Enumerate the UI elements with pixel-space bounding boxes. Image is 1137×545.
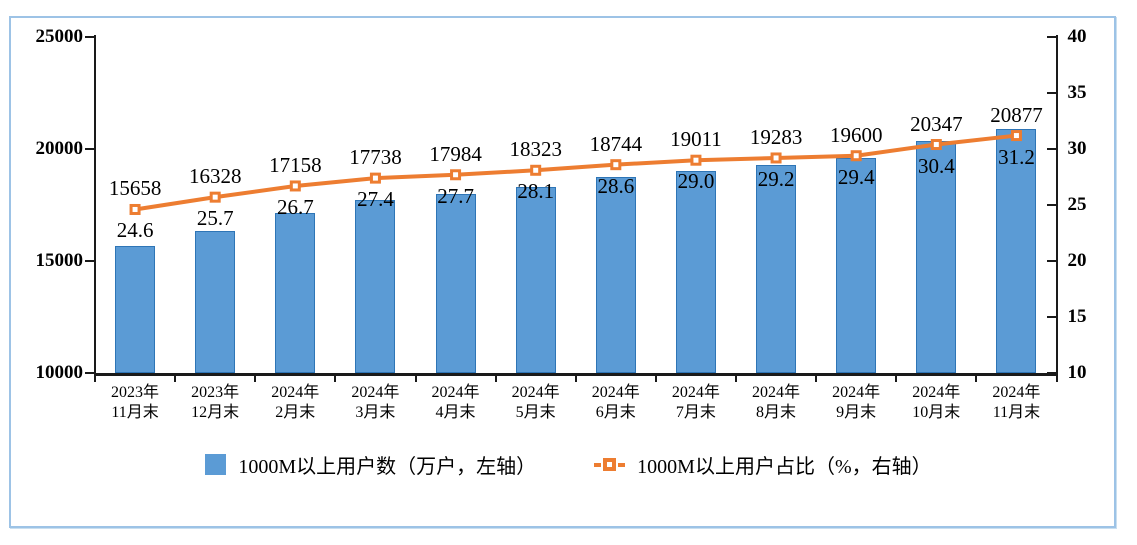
x-axis-tick (334, 375, 337, 382)
line-value-label: 26.7 (276, 194, 314, 219)
x-axis-tick-label: 2024年 7月末 (671, 384, 720, 421)
y-axis-tick-label-right: 10 (1067, 362, 1087, 383)
y-axis-right-tick (1046, 204, 1057, 206)
x-axis-tick (735, 375, 737, 382)
x-axis-tick (574, 375, 577, 382)
x-axis-tick (895, 375, 898, 382)
y-axis-left (93, 35, 96, 375)
x-axis (93, 373, 1058, 376)
legend-item-bar-series: 1000M以上用户数（万户，左轴） (205, 450, 536, 479)
y-axis-tick-label-right: 30 (1067, 138, 1087, 159)
x-axis-tick (1055, 375, 1058, 382)
bar (756, 165, 797, 373)
line-value-label: 28.1 (517, 179, 555, 204)
x-axis-tick-label: 2024年 8月末 (752, 384, 801, 421)
bar (115, 246, 156, 373)
legend-square-marker (603, 458, 617, 471)
y-axis-right (1055, 35, 1058, 375)
x-axis-tick-label: 2024年 11月末 (992, 384, 1041, 421)
line-value-label: 25.7 (196, 206, 234, 231)
x-axis-tick-label: 2024年 9月末 (832, 384, 881, 421)
line-value-label: 28.6 (597, 173, 635, 198)
bar-value-label: 20877 (990, 102, 1043, 127)
line-value-label: 29.0 (677, 169, 715, 194)
line-value-label: 29.4 (837, 164, 875, 189)
y-axis-right-tick (1046, 260, 1057, 262)
bar-series-swatch-icon (205, 454, 227, 475)
bar-value-label: 18323 (509, 137, 562, 162)
y-axis-right-tick (1046, 372, 1057, 374)
x-axis-tick-label: 2024年 6月末 (591, 384, 640, 421)
x-axis-tick-label: 2024年 4月末 (431, 384, 480, 421)
y-axis-tick-label-right: 40 (1067, 26, 1087, 47)
y-axis-right-tick (1046, 36, 1057, 38)
y-axis-right-tick (1046, 316, 1057, 318)
line-series-marker-icon (594, 458, 626, 471)
x-axis-tick (414, 375, 417, 382)
bar-value-label: 19283 (749, 124, 803, 149)
bar (435, 194, 476, 373)
y-axis-tick-label-right: 35 (1067, 82, 1087, 103)
x-axis-tick (254, 375, 257, 382)
legend-dash-left (594, 462, 602, 467)
bar-value-label: 16328 (188, 164, 242, 189)
y-axis-left-tick (85, 36, 94, 38)
bar (355, 199, 396, 373)
bar (275, 212, 316, 373)
bar (515, 186, 556, 373)
y-axis-tick-label-left: 15000 (35, 250, 84, 271)
bar-value-label: 17738 (349, 145, 402, 170)
bar-value-label: 17984 (429, 141, 482, 166)
x-axis-tick-label: 2024年 5月末 (511, 384, 560, 421)
bar-value-label: 17158 (269, 152, 322, 177)
y-axis-tick-label-right: 15 (1067, 306, 1087, 327)
y-axis-tick-label-left: 20000 (35, 138, 84, 159)
y-axis-left-tick (85, 148, 94, 150)
x-axis-tick (815, 375, 818, 382)
y-axis-right-tick (1046, 92, 1057, 94)
bar-value-label: 20347 (910, 111, 963, 136)
legend: 1000M以上用户数（万户，左轴） 1000M以上用户占比（%，右轴） (0, 450, 1137, 479)
line-value-label: 27.4 (357, 187, 394, 212)
x-axis-tick (975, 375, 978, 382)
legend-item-line-series: 1000M以上用户占比（%，右轴） (594, 450, 932, 479)
legend-label-line-series: 1000M以上用户占比（%，右轴） (637, 456, 932, 478)
bar-value-label: 19011 (670, 127, 722, 152)
y-axis-left-tick (85, 260, 94, 262)
x-axis-tick (94, 375, 96, 382)
bar (595, 177, 636, 373)
x-axis-tick-label: 2024年 3月末 (351, 384, 400, 421)
y-axis-tick-label-left: 25000 (35, 26, 84, 47)
x-axis-tick-label: 2023年 12月末 (191, 384, 240, 421)
x-axis-tick-label: 2024年 2月末 (271, 384, 320, 421)
bar (836, 157, 877, 373)
y-axis-tick-label-right: 20 (1067, 250, 1087, 271)
x-axis-tick-label: 2024年 10月末 (912, 384, 961, 421)
line-value-label: 30.4 (917, 153, 955, 178)
bar (195, 231, 236, 373)
x-axis-tick (174, 375, 177, 382)
x-axis-tick (654, 375, 657, 382)
y-axis-tick-label-right: 25 (1067, 194, 1087, 215)
line-value-label: 29.2 (757, 166, 795, 191)
y-axis-right-tick (1046, 148, 1057, 150)
x-axis-tick (494, 375, 497, 382)
bar-value-label: 19600 (829, 122, 883, 147)
legend-dash-right (618, 462, 626, 467)
legend-label-bar-series: 1000M以上用户数（万户，左轴） (238, 456, 537, 478)
line-value-label: 31.2 (998, 144, 1035, 169)
bar-value-label: 15658 (108, 176, 162, 201)
y-axis-tick-label-left: 10000 (35, 362, 84, 383)
y-axis-left-tick (85, 372, 94, 374)
line-value-label: 24.6 (116, 218, 154, 243)
bar (675, 171, 716, 373)
line-value-label: 27.7 (437, 183, 474, 208)
x-axis-tick-label: 2023年 11月末 (111, 384, 160, 421)
bar-value-label: 18744 (589, 131, 643, 156)
